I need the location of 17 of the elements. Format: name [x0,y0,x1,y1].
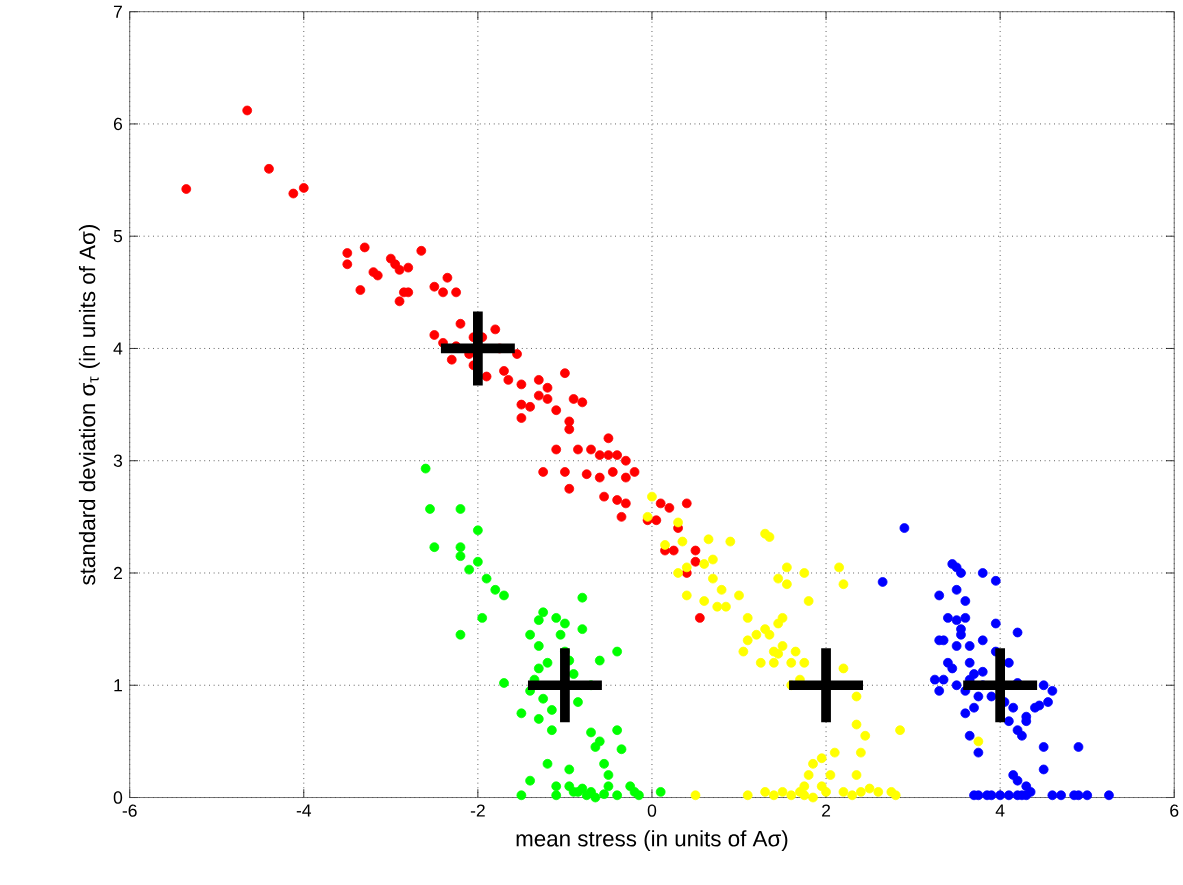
y-tick-label: 1 [114,679,122,692]
x-tick-label: -4 [296,804,312,817]
y-tick-label: 0 [113,791,123,804]
y-tick-label: 5 [113,230,123,243]
y-tick-label: 6 [113,117,123,131]
x-tick-label: -2 [470,804,485,817]
x-tick-label: 4 [995,804,1005,817]
x-tick-label: -6 [122,804,137,817]
y-tick-label: 7 [113,5,122,18]
y-tick-label: 2 [113,566,122,580]
y-tick-label: 4 [113,342,123,355]
x-tick-label: 2 [822,804,831,817]
y-tick-label: 3 [113,454,123,467]
x-tick-label: 6 [1170,804,1179,817]
y-axis-title: standard deviation σ$_{τ}$ (in units of Aσ) [78,225,100,585]
x-axis-title: mean stress (in units of Aσ) [516,830,788,851]
x-tick-label: 0 [647,804,657,817]
